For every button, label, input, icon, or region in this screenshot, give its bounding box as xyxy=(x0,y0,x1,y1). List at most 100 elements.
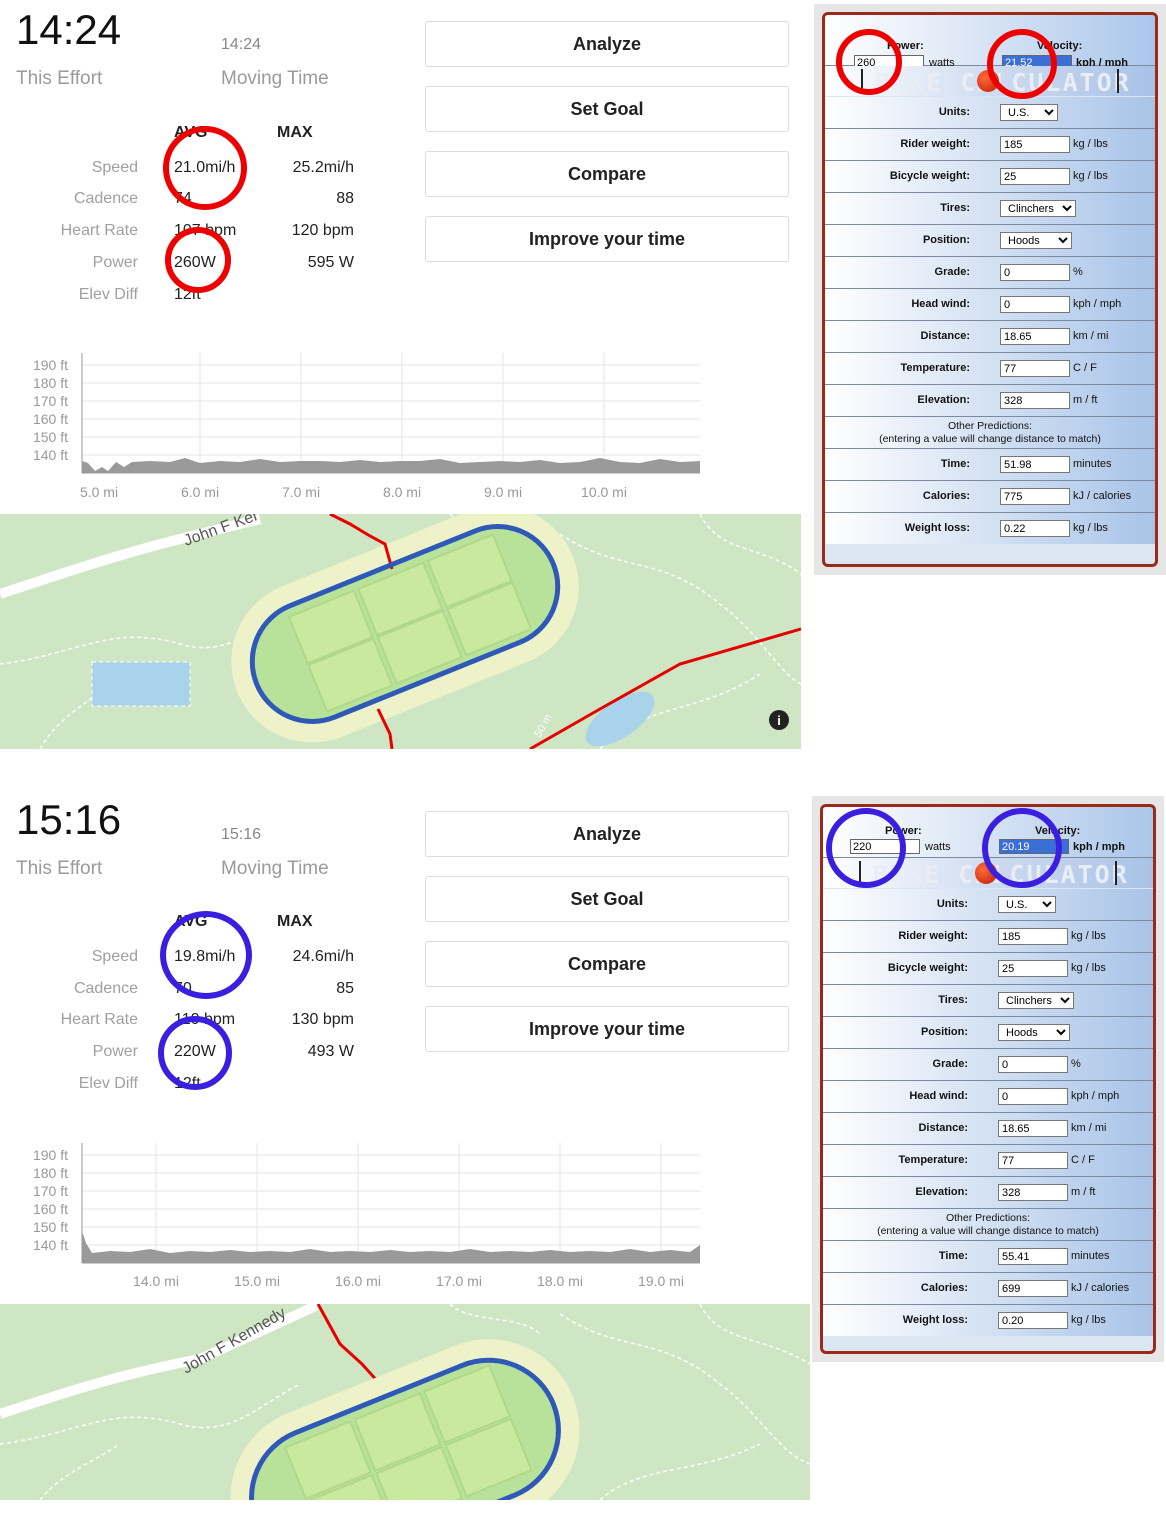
highlight-circle-power-input xyxy=(826,808,906,888)
improve-time-button[interactable]: Improve your time xyxy=(425,1006,789,1052)
rider-weight-input[interactable] xyxy=(998,928,1068,945)
x-tick: 14.0 mi xyxy=(133,1273,179,1289)
bike-calculator-2: Power: watts Velocity: kph / mph BIKE CA… xyxy=(812,796,1164,1362)
highlight-circle-velocity-input xyxy=(982,808,1062,888)
highlight-circle-power-input xyxy=(836,29,902,95)
units-select[interactable]: U.S. xyxy=(998,896,1056,913)
elevation-input[interactable] xyxy=(998,1184,1068,1201)
calc-unit: C / F xyxy=(1073,362,1097,374)
tires-select[interactable]: Clinchers xyxy=(1000,200,1076,217)
calc-label: Units: xyxy=(936,898,968,910)
weight-loss-input[interactable] xyxy=(998,1312,1068,1329)
calc-label: Position: xyxy=(920,1026,968,1038)
stat-label-elev-diff: Elev Diff xyxy=(78,286,138,303)
calc-label: Distance: xyxy=(918,1122,968,1134)
route-track xyxy=(249,524,561,724)
units-select[interactable]: U.S. xyxy=(1000,104,1058,121)
highlight-circle-power xyxy=(158,1016,232,1090)
effort-time: 15:16 xyxy=(16,796,122,843)
calc-row-bicycle-weight: Bicycle weight: kg / lbs xyxy=(825,161,1155,193)
calc-row-weight-loss: Weight loss: kg / lbs xyxy=(823,1305,1153,1336)
compare-button[interactable]: Compare xyxy=(425,151,789,197)
stat-max-cadence: 88 xyxy=(336,190,354,207)
calc-row-position: Position: Hoods xyxy=(823,1017,1153,1049)
elevation-input[interactable] xyxy=(1000,392,1070,409)
moving-time-value: 15:16 xyxy=(221,826,262,843)
stat-max-speed: 24.6mi/h xyxy=(292,948,354,965)
calc-row-units: Units: U.S. xyxy=(825,97,1155,129)
stat-label-cadence: Cadence xyxy=(73,980,138,997)
grade-input[interactable] xyxy=(1000,264,1070,281)
tires-select[interactable]: Clinchers xyxy=(998,992,1074,1009)
head-wind-input[interactable] xyxy=(998,1088,1068,1105)
calc-row-calories: Calories: kJ / calories xyxy=(823,1273,1153,1305)
calc-label: Grade: xyxy=(934,266,970,278)
calc-row-rider-weight: Rider weight: kg / lbs xyxy=(825,129,1155,161)
calc-row-predictions-note: Other Predictions: (entering a value wil… xyxy=(825,417,1155,449)
predictions-heading: Other Predictions: xyxy=(947,420,1033,432)
stat-max-heart-rate: 120 bpm xyxy=(291,222,354,239)
x-tick: 7.0 mi xyxy=(282,484,320,500)
analyze-button[interactable]: Analyze xyxy=(425,811,789,857)
x-tick: 6.0 mi xyxy=(181,484,219,500)
predictions-heading: Other Predictions: xyxy=(945,1212,1031,1224)
calc-unit: kJ / calories xyxy=(1073,490,1132,502)
calc-row-head-wind: Head wind: kph / mph xyxy=(823,1081,1153,1113)
rider-weight-input[interactable] xyxy=(1000,136,1070,153)
calc-label: Time: xyxy=(938,1250,968,1262)
distance-input[interactable] xyxy=(998,1120,1068,1137)
calc-unit: kJ / calories xyxy=(1071,1282,1130,1294)
head-wind-input[interactable] xyxy=(1000,296,1070,313)
calc-row-tires: Tires: Clinchers xyxy=(825,193,1155,225)
calc-row-grade: Grade: % xyxy=(823,1049,1153,1081)
route-map[interactable]: John F Kennedy xyxy=(0,1304,810,1500)
calc-unit: minutes xyxy=(1073,458,1112,470)
highlight-circle-power xyxy=(165,227,231,293)
calories-input[interactable] xyxy=(998,1280,1068,1297)
bicycle-weight-input[interactable] xyxy=(1000,168,1070,185)
calc-unit: m / ft xyxy=(1071,1186,1096,1198)
bicycle-weight-input[interactable] xyxy=(998,960,1068,977)
time-input[interactable] xyxy=(1000,456,1070,473)
route-track xyxy=(249,1357,561,1500)
calc-row-head-wind: Head wind: kph / mph xyxy=(825,289,1155,321)
calc-row-calories: Calories: kJ / calories xyxy=(825,481,1155,513)
set-goal-button[interactable]: Set Goal xyxy=(425,876,789,922)
distance-input[interactable] xyxy=(1000,328,1070,345)
analyze-button[interactable]: Analyze xyxy=(425,21,789,67)
calc-unit: m / ft xyxy=(1073,394,1098,406)
temperature-input[interactable] xyxy=(1000,360,1070,377)
position-select[interactable]: Hoods xyxy=(998,1024,1070,1041)
improve-time-button[interactable]: Improve your time xyxy=(425,216,789,262)
calc-unit: kph / mph xyxy=(1073,298,1122,310)
weight-loss-input[interactable] xyxy=(1000,520,1070,537)
set-goal-button[interactable]: Set Goal xyxy=(425,86,789,132)
temperature-input[interactable] xyxy=(998,1152,1068,1169)
stat-max-heart-rate: 130 bpm xyxy=(291,1011,354,1028)
calc-label: Elevation: xyxy=(915,1186,968,1198)
calc-unit: kg / lbs xyxy=(1073,138,1108,150)
y-tick: 150 ft xyxy=(33,429,68,445)
banner-divider xyxy=(1117,69,1119,93)
calc-unit: kg / lbs xyxy=(1071,962,1106,974)
calc-row-tires: Tires: Clinchers xyxy=(823,985,1153,1017)
x-tick: 15.0 mi xyxy=(234,1273,280,1289)
calc-unit: C / F xyxy=(1071,1154,1095,1166)
grade-input[interactable] xyxy=(998,1056,1068,1073)
time-input[interactable] xyxy=(998,1248,1068,1265)
compare-button[interactable]: Compare xyxy=(425,941,789,987)
calc-label: Rider weight: xyxy=(898,930,968,942)
calc-label: Position: xyxy=(922,234,970,246)
calc-row-position: Position: Hoods xyxy=(825,225,1155,257)
position-select[interactable]: Hoods xyxy=(1000,232,1072,249)
calories-input[interactable] xyxy=(1000,488,1070,505)
elevation-chart: 190 ft 180 ft 170 ft 160 ft 150 ft 140 f… xyxy=(33,1143,700,1289)
calc-row-rider-weight: Rider weight: kg / lbs xyxy=(823,921,1153,953)
x-tick: 16.0 mi xyxy=(335,1273,381,1289)
stat-label-heart-rate: Heart Rate xyxy=(60,222,138,239)
y-tick: 140 ft xyxy=(33,447,68,463)
info-icon[interactable] xyxy=(769,710,789,730)
calc-label: Bicycle weight: xyxy=(889,170,970,182)
calc-row-distance: Distance: km / mi xyxy=(825,321,1155,353)
route-map[interactable]: John F Ker 50 m i xyxy=(0,514,801,749)
